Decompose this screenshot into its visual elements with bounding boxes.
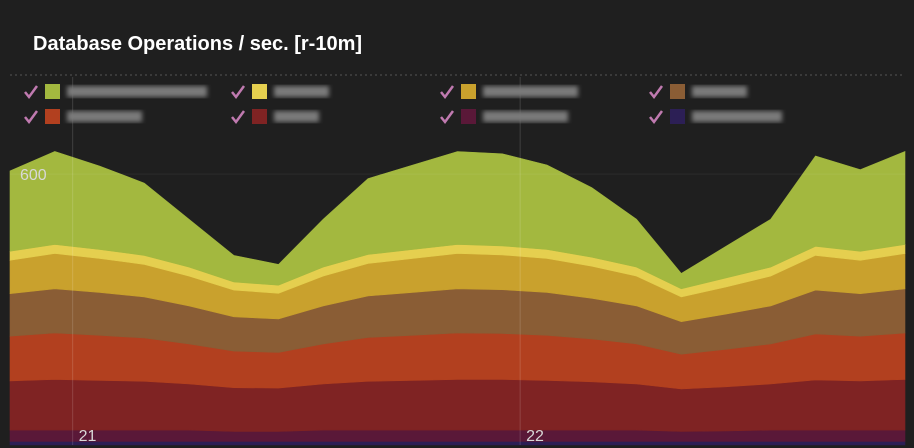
legend-swatch	[45, 84, 60, 99]
legend-label-redacted	[483, 111, 568, 122]
panel-title: Database Operations / sec. [r-10m]	[33, 33, 362, 55]
legend-check	[231, 85, 246, 100]
legend-label-redacted	[67, 86, 207, 97]
legend-check	[649, 110, 664, 125]
legend-check	[440, 85, 455, 100]
legend-label-redacted	[274, 111, 319, 122]
legend-swatch	[670, 84, 685, 99]
legend-swatch	[461, 84, 476, 99]
legend-label-redacted	[67, 111, 142, 122]
legend-label-redacted	[274, 86, 329, 97]
legend-label-redacted	[692, 86, 747, 97]
x-tick-label: 22	[526, 428, 544, 445]
legend-check	[649, 85, 664, 100]
legend-check	[231, 110, 246, 125]
legend-check	[24, 85, 39, 100]
plot: 21 22 600	[9, 77, 906, 446]
area	[9, 429, 906, 442]
y-tick-label: 600	[20, 167, 47, 184]
legend-swatch	[670, 109, 685, 124]
legend-swatch	[45, 109, 60, 124]
legend-swatch	[461, 109, 476, 124]
legend-label-redacted	[692, 111, 782, 122]
legend	[24, 84, 782, 125]
area	[9, 441, 906, 446]
x-tick-label: 21	[79, 428, 97, 445]
legend-check	[24, 110, 39, 125]
legend-swatch	[252, 109, 267, 124]
area	[9, 151, 906, 290]
legend-swatch	[252, 84, 267, 99]
legend-label-redacted	[483, 86, 578, 97]
legend-check	[440, 110, 455, 125]
area	[9, 379, 906, 432]
